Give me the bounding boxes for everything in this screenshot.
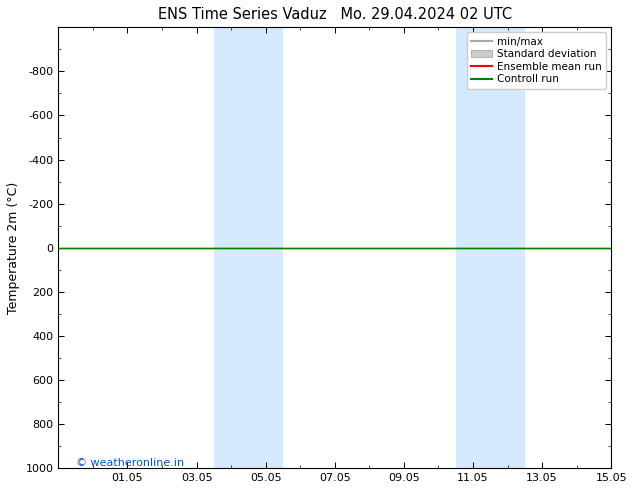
Bar [214, 27, 283, 468]
Title: ENS Time Series Vaduz   Mo. 29.04.2024 02 UTC: ENS Time Series Vaduz Mo. 29.04.2024 02 … [158, 7, 512, 22]
Legend: min/max, Standard deviation, Ensemble mean run, Controll run: min/max, Standard deviation, Ensemble me… [467, 32, 606, 89]
Bar [456, 27, 525, 468]
Text: © weatheronline.in: © weatheronline.in [75, 458, 184, 468]
Y-axis label: Temperature 2m (°C): Temperature 2m (°C) [7, 182, 20, 314]
